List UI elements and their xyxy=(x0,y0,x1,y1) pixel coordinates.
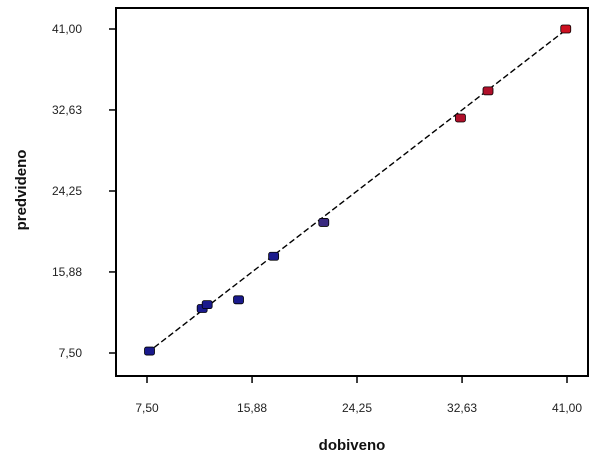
x-tick-label: 15,88 xyxy=(237,401,267,415)
data-point xyxy=(268,251,280,261)
plot-frame xyxy=(115,7,589,377)
x-tick-label: 41,00 xyxy=(552,401,582,415)
x-tick-label: 32,63 xyxy=(447,401,477,415)
y-axis-title: predvideno xyxy=(13,150,30,231)
data-point xyxy=(233,295,244,305)
x-axis-ticks: 7,50 15,88 24,25 32,63 41,00 xyxy=(135,376,582,415)
y-tick-label: 32,63 xyxy=(52,103,82,117)
data-point xyxy=(144,346,155,356)
data-point xyxy=(482,86,494,96)
data-point xyxy=(201,300,213,310)
x-axis-title: dobiveno xyxy=(319,437,386,454)
fit-line xyxy=(146,28,568,354)
y-tick-label: 41,00 xyxy=(52,22,82,36)
y-tick-label: 24,25 xyxy=(52,184,82,198)
data-points xyxy=(144,24,572,356)
y-tick-label: 7,50 xyxy=(59,346,83,360)
data-point xyxy=(318,218,330,227)
data-point xyxy=(560,24,572,34)
fit-line-layer xyxy=(146,28,568,354)
y-axis-ticks: 7,50 15,88 24,25 32,63 41,00 xyxy=(52,22,116,360)
x-tick-label: 24,25 xyxy=(342,401,372,415)
data-point xyxy=(455,113,466,123)
x-tick-label: 7,50 xyxy=(135,401,159,415)
y-tick-label: 15,88 xyxy=(52,265,82,279)
